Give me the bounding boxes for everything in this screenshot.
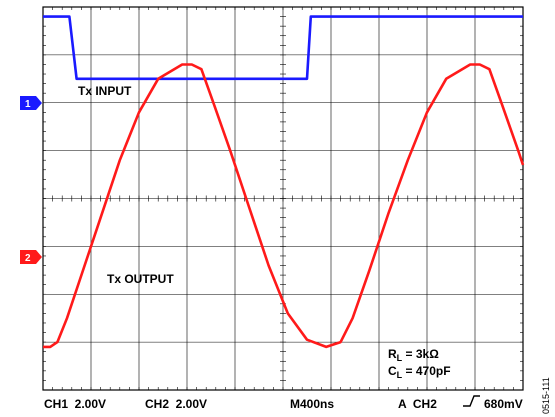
trace2-label: Tx OUTPUT xyxy=(107,272,174,286)
timebase-readout: M400ns xyxy=(290,397,334,411)
ch1-trace xyxy=(43,15,523,81)
svg-text:1: 1 xyxy=(25,99,31,110)
load-resistance-label: RL = 3kΩ xyxy=(388,347,439,363)
ch2-scale-readout: CH2 2.00V xyxy=(145,397,207,411)
trace1-label: Tx INPUT xyxy=(78,84,132,98)
oscilloscope-grid xyxy=(42,6,524,391)
ch1-scale-readout: CH1 2.00V xyxy=(44,397,106,411)
trigger-source-readout: A CH2 xyxy=(398,397,437,411)
channel1-marker: 1 xyxy=(20,96,42,110)
figure-id: 0515-111 xyxy=(541,377,551,414)
trigger-edge-icon xyxy=(463,395,480,407)
trigger-level-readout: 680mV xyxy=(484,397,523,411)
channel2-marker: 2 xyxy=(20,250,42,264)
ch2-trace xyxy=(43,63,525,349)
load-capacitance-label: CL = 470pF xyxy=(388,364,451,380)
traces xyxy=(43,15,525,349)
svg-text:2: 2 xyxy=(25,253,31,264)
